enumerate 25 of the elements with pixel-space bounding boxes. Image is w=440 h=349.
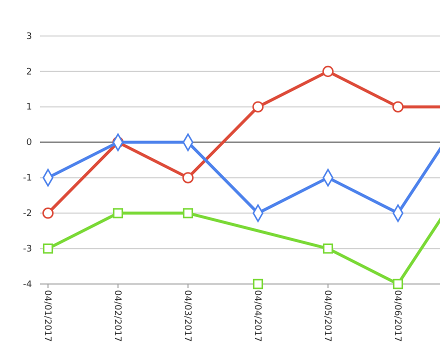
x-tick-label: 04/05/2017 — [322, 290, 332, 342]
point — [42, 243, 54, 254]
x-tick-label: 04/04/2017 — [252, 290, 262, 342]
y-tick-label: -2 — [23, 209, 32, 220]
x-tick-label: 04/06/2017 — [392, 290, 402, 342]
y-tick-label: -1 — [23, 174, 32, 184]
y-tick-label: 0 — [26, 138, 32, 148]
point — [42, 208, 54, 219]
x-tick-label: 04/03/2017 — [182, 290, 192, 342]
point — [112, 208, 124, 218]
x-tick-label: 04/02/2017 — [112, 290, 122, 342]
x-tick-label: 04/01/2017 — [42, 290, 52, 342]
point — [322, 66, 334, 78]
point — [182, 172, 194, 184]
point — [392, 101, 404, 112]
y-tick-label: -3 — [23, 244, 32, 254]
point — [322, 243, 334, 254]
point — [252, 101, 264, 112]
point — [392, 278, 404, 290]
y-tick-label: 3 — [26, 32, 32, 42]
y-tick-label: 1 — [26, 102, 32, 113]
point — [182, 208, 194, 218]
point — [252, 278, 264, 290]
y-tick-label: 2 — [26, 67, 32, 78]
y-tick-label: -4 — [23, 280, 32, 290]
